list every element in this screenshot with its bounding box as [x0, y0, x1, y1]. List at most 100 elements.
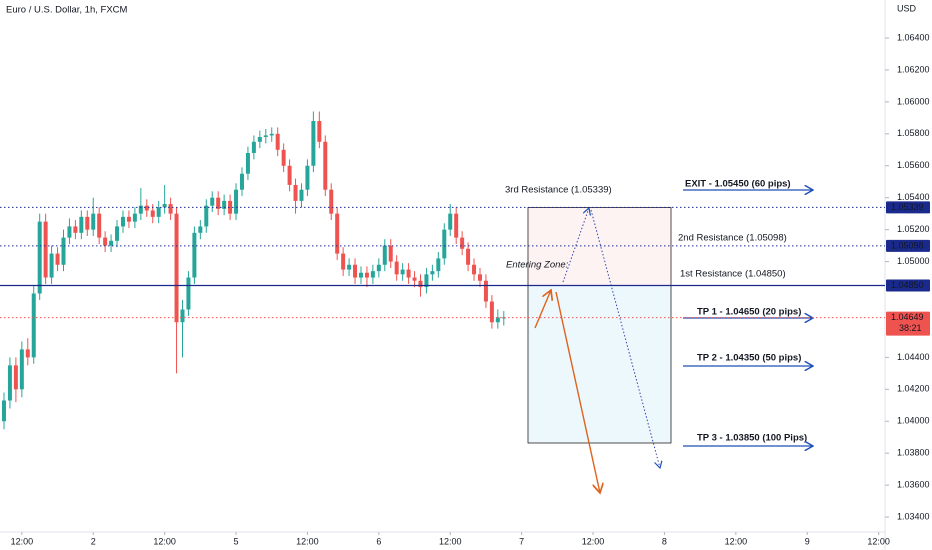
- x-tick-label: 12:00: [867, 536, 890, 546]
- x-tick-label: 12:00: [153, 536, 176, 546]
- candle-body: [109, 240, 114, 246]
- candle-body: [239, 173, 244, 190]
- candle-body: [216, 197, 221, 209]
- y-tick-label: 1.05200: [897, 224, 930, 234]
- candle-body: [168, 204, 173, 214]
- annotation: EXIT - 1.05450 (60 pips): [685, 179, 791, 190]
- candle-body: [329, 189, 334, 214]
- candle-body: [394, 261, 399, 275]
- annotation: TP 1 - 1.04650 (20 pips): [697, 307, 801, 318]
- candle-body: [174, 213, 179, 323]
- candle-body: [210, 197, 215, 206]
- candle-body: [376, 264, 381, 272]
- candle-body: [323, 141, 328, 190]
- candle-body: [55, 253, 60, 265]
- price-level-label: 1.05339: [891, 202, 924, 212]
- price-level-tag: [886, 201, 930, 214]
- candle-body: [483, 280, 488, 302]
- candle-body: [424, 274, 429, 288]
- path-arrows: [534, 290, 600, 493]
- candle-body: [150, 210, 155, 217]
- candle-body: [263, 135, 268, 138]
- candle-body: [412, 277, 417, 281]
- x-tick-label: 7: [519, 536, 524, 546]
- candle-body: [477, 274, 482, 281]
- path-arrows: [562, 208, 660, 468]
- annotation: TP 3 - 1.03850 (100 Pips): [697, 433, 807, 444]
- candle-body: [275, 133, 280, 150]
- candle-body: [358, 272, 363, 278]
- candle-body: [347, 264, 352, 270]
- x-tick-label: 6: [376, 536, 381, 546]
- y-tick-label: 1.04400: [897, 352, 930, 362]
- candle-body: [126, 216, 131, 222]
- candle-body: [430, 271, 435, 275]
- candle-body: [7, 365, 12, 401]
- candle-body: [454, 213, 459, 238]
- candle-body: [228, 200, 233, 214]
- candle-body: [353, 264, 358, 278]
- annotation: TP 2 - 1.04350 (50 pips): [697, 353, 801, 364]
- candle-body: [281, 149, 286, 166]
- candle-body: [13, 365, 18, 390]
- candle-body: [1, 400, 6, 422]
- annotation: Entering Zone:: [506, 260, 569, 271]
- candle-body: [489, 301, 494, 323]
- candle-body: [61, 237, 66, 265]
- candle-body: [120, 216, 125, 227]
- currency-label: USD: [897, 3, 917, 13]
- candle-body: [43, 221, 48, 278]
- x-tick-label: 5: [234, 536, 239, 546]
- candle-body: [245, 152, 250, 174]
- candle-body: [132, 213, 137, 222]
- x-tick-label: 12:00: [582, 536, 605, 546]
- candle-body: [382, 245, 387, 265]
- price-level-tag: [886, 239, 930, 252]
- candle-body: [103, 237, 108, 246]
- y-tick-label: 1.03800: [897, 448, 930, 458]
- candle-body: [257, 137, 262, 142]
- candle-body: [25, 349, 30, 358]
- x-tick-label: 12:00: [11, 536, 34, 546]
- candle-body: [418, 280, 423, 288]
- price-level-label: 1.05098: [891, 240, 924, 250]
- candle-body: [436, 258, 441, 272]
- candle-body: [138, 205, 143, 214]
- candle-body: [19, 349, 24, 390]
- y-tick-label: 1.06200: [897, 64, 930, 74]
- candle-body: [472, 264, 477, 275]
- y-tick-label: 1.06000: [897, 96, 930, 106]
- candle-body: [156, 207, 161, 217]
- y-tick-label: 1.05800: [897, 128, 930, 138]
- candle-body: [115, 226, 120, 241]
- candle-body: [460, 237, 465, 249]
- candle-body: [37, 221, 42, 294]
- candle-body: [73, 226, 78, 233]
- target-zone: [527, 285, 672, 444]
- candle-body: [305, 165, 310, 190]
- price-level-tag: [886, 279, 930, 292]
- candle-body: [299, 189, 304, 201]
- y-tick-label: 1.03600: [897, 480, 930, 490]
- candle-body: [91, 213, 96, 230]
- candle-body: [222, 200, 227, 209]
- candle-body: [204, 205, 209, 227]
- candle-body: [341, 253, 346, 270]
- annotation: 2nd Resistance (1.05098): [678, 233, 787, 244]
- candle-body: [388, 245, 393, 262]
- y-tick-label: 1.05000: [897, 256, 930, 266]
- candle-body: [186, 277, 191, 310]
- y-tick-label: 1.04000: [897, 416, 930, 426]
- candle-body: [180, 309, 185, 323]
- candle-body: [192, 232, 197, 278]
- candle-body: [495, 317, 500, 323]
- x-tick-label: 2: [91, 536, 96, 546]
- annotation: 3rd Resistance (1.05339): [505, 185, 612, 196]
- candle-body: [49, 253, 54, 278]
- candle-body: [364, 272, 369, 278]
- y-tick-label: 1.06400: [897, 32, 930, 42]
- x-tick-label: 12:00: [439, 536, 462, 546]
- candle-body: [466, 248, 471, 265]
